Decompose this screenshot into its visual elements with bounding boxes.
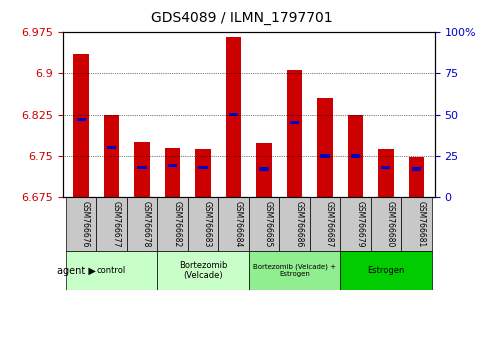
FancyBboxPatch shape [310,197,340,251]
FancyBboxPatch shape [96,197,127,251]
FancyBboxPatch shape [157,251,249,290]
FancyBboxPatch shape [249,251,340,290]
Bar [412,167,421,171]
Bar [73,54,89,197]
Bar [134,142,150,197]
Text: GSM766686: GSM766686 [295,201,303,247]
Bar [287,70,302,197]
FancyBboxPatch shape [66,251,157,290]
Bar [290,121,299,125]
Bar [378,149,394,197]
Bar [226,38,241,197]
Bar [229,113,238,116]
Text: Bortezomib
(Velcade): Bortezomib (Velcade) [179,261,227,280]
Text: control: control [97,266,126,275]
Text: GDS4089 / ILMN_1797701: GDS4089 / ILMN_1797701 [151,11,332,25]
Text: GSM766678: GSM766678 [142,201,151,247]
Text: Bortezomib (Velcade) +
Estrogen: Bortezomib (Velcade) + Estrogen [253,264,336,278]
Bar [168,164,177,167]
FancyBboxPatch shape [401,197,432,251]
FancyBboxPatch shape [340,197,370,251]
Text: GSM766677: GSM766677 [112,201,121,247]
Bar [320,154,329,158]
Text: GSM766681: GSM766681 [416,201,426,247]
FancyBboxPatch shape [370,197,401,251]
FancyBboxPatch shape [279,197,310,251]
FancyBboxPatch shape [157,197,188,251]
Bar [165,148,180,197]
Text: GSM766680: GSM766680 [386,201,395,247]
Bar [76,118,85,121]
Text: GSM766683: GSM766683 [203,201,212,247]
Bar [104,115,119,197]
Text: GSM766676: GSM766676 [81,201,90,247]
Bar [138,166,147,169]
Bar [196,149,211,197]
Text: GSM766685: GSM766685 [264,201,273,247]
Bar [317,98,333,197]
Text: agent ▶: agent ▶ [57,266,96,276]
Text: GSM766687: GSM766687 [325,201,334,247]
Bar [256,143,271,197]
Bar [348,115,363,197]
Bar [409,157,424,197]
Bar [382,166,390,169]
Text: GSM766682: GSM766682 [172,201,182,247]
Bar [107,146,116,149]
FancyBboxPatch shape [249,197,279,251]
FancyBboxPatch shape [340,251,432,290]
Bar [199,166,208,169]
FancyBboxPatch shape [66,197,96,251]
Text: GSM766679: GSM766679 [355,201,365,247]
Text: Estrogen: Estrogen [367,266,405,275]
FancyBboxPatch shape [218,197,249,251]
Bar [259,167,269,171]
FancyBboxPatch shape [127,197,157,251]
Bar [351,154,360,158]
Text: GSM766684: GSM766684 [233,201,242,247]
FancyBboxPatch shape [188,197,218,251]
